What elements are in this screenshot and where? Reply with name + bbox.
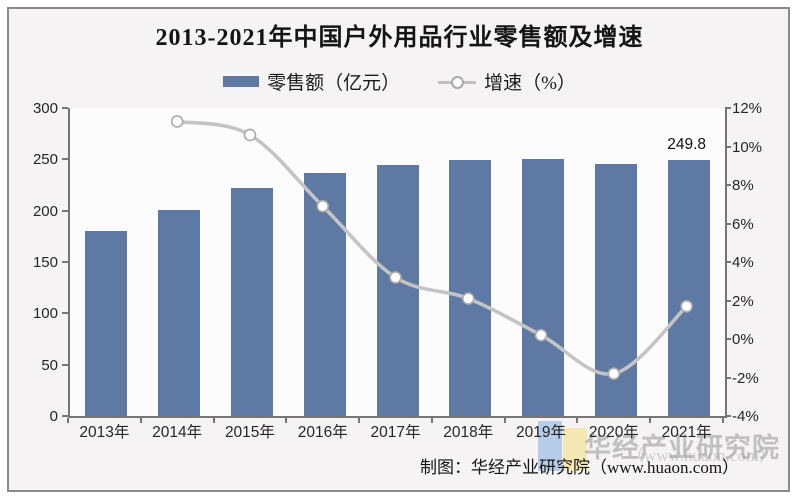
x-axis-tick [649, 418, 652, 423]
source-credit: 制图：华经产业研究院（www.huaon.com） [420, 458, 740, 477]
watermark-logo-blue-stripe [538, 421, 562, 471]
legend-item-retail: 零售额（亿元） [223, 68, 400, 95]
y-axis-right-tick [725, 184, 731, 186]
growth-marker-icon [170, 115, 184, 128]
watermark-url-text: （www.huaon.com） [627, 446, 777, 465]
growth-line-chart [170, 115, 693, 380]
growth-marker-icon [534, 328, 548, 342]
y-axis-right-tick [725, 415, 731, 417]
bar-2017年 [376, 164, 419, 416]
y-axis-left-tick [62, 209, 68, 212]
growth-marker-icon [680, 299, 693, 313]
y-axis-right-label-4%: 4% [732, 254, 754, 271]
y-axis-right-tick [725, 222, 731, 225]
y-axis-right-tick [725, 376, 731, 379]
x-axis-tick [212, 418, 215, 423]
x-axis-tick [503, 418, 506, 423]
x-axis-tick [430, 418, 433, 423]
watermark-logo-yellow-stripe [563, 428, 587, 471]
y-axis-right-label--2%: -2% [732, 369, 759, 387]
growth-marker-icon [316, 199, 330, 213]
legend-growth-label: 增速（%） [484, 73, 576, 94]
growth-marker-icon [461, 292, 475, 305]
watermark-text: 华经产业研究院 [584, 433, 780, 463]
y-axis-right-label-2%: 2% [732, 292, 754, 310]
bar-2019年 [522, 159, 565, 416]
x-axis-label-2015年: 2015年 [224, 424, 275, 441]
x-axis-tick [67, 418, 69, 423]
y-axis-left-label-200: 200 [32, 202, 58, 220]
chart-title: 2013-2021年中国户外用品行业零售额及增速 [155, 25, 644, 51]
y-axis-right-label-12%: 12% [732, 100, 763, 117]
bar-2014年 [158, 209, 201, 416]
legend: 零售额（亿元） 增速（%） [0, 68, 799, 95]
y-axis-left-label-300: 300 [32, 100, 58, 117]
y-axis-right-tick [725, 145, 731, 148]
bar-2016年 [303, 172, 346, 416]
y-axis-right-tick [725, 261, 731, 263]
legend-line-swatch-icon [438, 75, 477, 89]
legend-item-growth: 增速（%） [438, 68, 576, 95]
y-axis-right-tick [725, 107, 731, 109]
x-axis-label-2020年: 2020年 [588, 424, 639, 441]
y-axis-right-label-8%: 8% [732, 177, 754, 194]
growth-marker-icon [389, 271, 402, 284]
x-axis-label-2021年: 2021年 [661, 424, 712, 441]
x-axis-tick [285, 418, 288, 423]
legend-retail-label: 零售额（亿元） [267, 73, 401, 94]
y-axis-left-tick [62, 261, 68, 263]
growth-marker-icon [243, 128, 257, 142]
y-axis-right-label--4%: -4% [732, 408, 759, 425]
x-axis-label-2018年: 2018年 [443, 424, 494, 441]
x-axis-label-2019年: 2019年 [516, 424, 567, 441]
y-axis-left-tick [62, 415, 68, 417]
x-axis-tick [722, 418, 724, 423]
plot-area [68, 108, 727, 418]
bar-2021年 [667, 159, 710, 416]
y-axis-left-tick [62, 363, 68, 366]
bar-data-label: 249.8 [667, 135, 706, 153]
bar-2018年 [449, 159, 492, 416]
x-axis-label-2016年: 2016年 [297, 424, 348, 441]
y-axis-left-tick [62, 107, 68, 109]
x-axis-label-2014年: 2014年 [152, 424, 203, 441]
legend-bar-swatch-icon [223, 76, 260, 87]
bar-2015年 [230, 188, 273, 416]
x-axis-tick [576, 418, 579, 423]
x-axis-label-2017年: 2017年 [370, 424, 421, 441]
y-axis-left-label-50: 50 [41, 356, 58, 374]
y-axis-left-label-0: 0 [49, 408, 58, 425]
x-axis-tick [358, 418, 361, 423]
growth-marker-icon [607, 367, 621, 380]
y-axis-right-label-0%: 0% [732, 331, 754, 348]
y-axis-left-tick [62, 312, 68, 315]
y-axis-right-label-10%: 10% [732, 138, 763, 156]
x-axis-tick [139, 418, 142, 423]
y-axis-left-tick [62, 158, 68, 161]
y-axis-left-label-150: 150 [32, 254, 58, 271]
y-axis-left-label-100: 100 [32, 305, 58, 323]
y-axis-left-label-250: 250 [32, 151, 58, 169]
y-axis-right-tick [725, 338, 731, 340]
y-axis-right-tick [725, 299, 731, 302]
x-axis-label-2013年: 2013年 [79, 424, 130, 441]
y-axis-right-label-6%: 6% [732, 215, 754, 233]
growth-line [176, 119, 688, 376]
bar-2013年 [85, 230, 128, 416]
